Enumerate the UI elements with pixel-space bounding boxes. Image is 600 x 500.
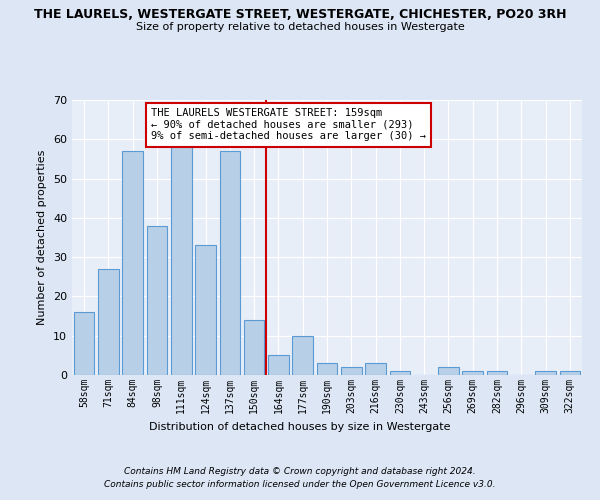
Y-axis label: Number of detached properties: Number of detached properties [37,150,47,325]
Bar [244,320,265,375]
Bar [171,147,191,375]
Bar [74,312,94,375]
Bar [438,367,459,375]
Bar [195,246,216,375]
Bar [341,367,362,375]
Bar [365,363,386,375]
Text: Distribution of detached houses by size in Westergate: Distribution of detached houses by size … [149,422,451,432]
Text: Size of property relative to detached houses in Westergate: Size of property relative to detached ho… [136,22,464,32]
Text: Contains HM Land Registry data © Crown copyright and database right 2024.: Contains HM Land Registry data © Crown c… [124,468,476,476]
Bar [268,356,289,375]
Bar [146,226,167,375]
Bar [463,371,483,375]
Bar [560,371,580,375]
Bar [535,371,556,375]
Bar [98,269,119,375]
Bar [292,336,313,375]
Bar [220,151,240,375]
Text: Contains public sector information licensed under the Open Government Licence v3: Contains public sector information licen… [104,480,496,489]
Bar [389,371,410,375]
Bar [317,363,337,375]
Bar [487,371,508,375]
Text: THE LAURELS, WESTERGATE STREET, WESTERGATE, CHICHESTER, PO20 3RH: THE LAURELS, WESTERGATE STREET, WESTERGA… [34,8,566,20]
Bar [122,151,143,375]
Text: THE LAURELS WESTERGATE STREET: 159sqm
← 90% of detached houses are smaller (293): THE LAURELS WESTERGATE STREET: 159sqm ← … [151,108,426,142]
